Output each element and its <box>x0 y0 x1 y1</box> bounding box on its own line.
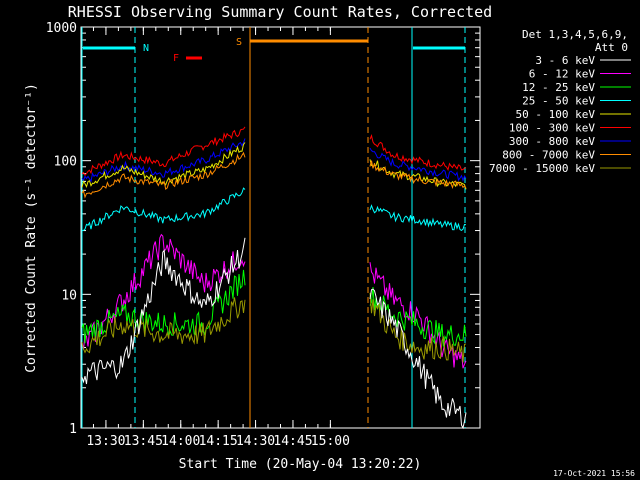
series-line-pre-saa <box>81 237 246 385</box>
series-line-post-saa <box>369 147 467 182</box>
legend-entry-label: 50 - 100 keV <box>516 108 596 121</box>
x-axis-label: Start Time (20-May-04 13:20:22) <box>179 457 422 472</box>
flare-flag-label: F <box>173 53 179 64</box>
legend-header-line2: Att 0 <box>595 41 628 54</box>
legend-entry-label: 3 - 6 keV <box>535 54 595 67</box>
series-line-post-saa <box>369 262 467 369</box>
series-line-post-saa <box>369 160 467 189</box>
series-line-post-saa <box>369 288 467 430</box>
legend-entry-label: 300 - 800 keV <box>509 135 595 148</box>
series-line-pre-saa <box>81 297 246 354</box>
y-tick-label: 1 <box>69 422 77 437</box>
x-tick-label: 14:45 <box>273 434 312 449</box>
legend-entry-label: 100 - 300 keV <box>509 122 595 135</box>
series-group <box>81 126 467 430</box>
y-axis-label: Corrected Count Rate (s⁻¹ detector⁻¹) <box>24 83 39 373</box>
legend-entry-label: 12 - 25 keV <box>522 81 595 94</box>
legend-header-line1: Det 1,3,4,5,6,9, <box>522 28 628 41</box>
legend-entry-label: 25 - 50 keV <box>522 95 595 108</box>
series-line-pre-saa <box>81 187 246 232</box>
footer-date: 17-Oct-2021 15:56 <box>553 469 635 478</box>
axes-group: 1 10 100 1000 13:3013:4514:0014:1514:3014:45… <box>46 21 481 449</box>
legend-entry-label: 6 - 12 keV <box>529 68 596 81</box>
saa-flag-label: S <box>236 37 242 48</box>
x-tick-label: 13:45 <box>124 434 163 449</box>
legend-entry-label: 800 - 7000 keV <box>502 149 595 162</box>
series-line-pre-saa <box>81 269 246 344</box>
series-line-post-saa <box>369 133 467 172</box>
x-tick-label: 14:30 <box>236 434 275 449</box>
night-flag-label: N <box>143 43 149 54</box>
legend-entry-label: 7000 - 15000 keV <box>489 162 595 175</box>
x-tick-label: 14:15 <box>199 434 238 449</box>
x-tick-label: 14:00 <box>161 434 200 449</box>
chart-title: RHESSI Observing Summary Count Rates, Co… <box>68 3 492 21</box>
series-line-pre-saa <box>81 151 246 199</box>
flags-group: N S F <box>81 27 466 428</box>
series-line-pre-saa <box>81 138 246 183</box>
series-line-post-saa <box>369 204 467 232</box>
x-tick-label: 13:30 <box>86 434 125 449</box>
y-tick-label: 100 <box>54 155 77 170</box>
x-tick-label: 15:00 <box>311 434 350 449</box>
series-line-post-saa <box>369 286 467 347</box>
y-tick-label: 10 <box>61 288 77 303</box>
series-line-post-saa <box>369 292 467 363</box>
series-line-pre-saa <box>81 233 246 350</box>
y-tick-label: 1000 <box>46 21 77 36</box>
series-line-pre-saa <box>81 126 246 177</box>
